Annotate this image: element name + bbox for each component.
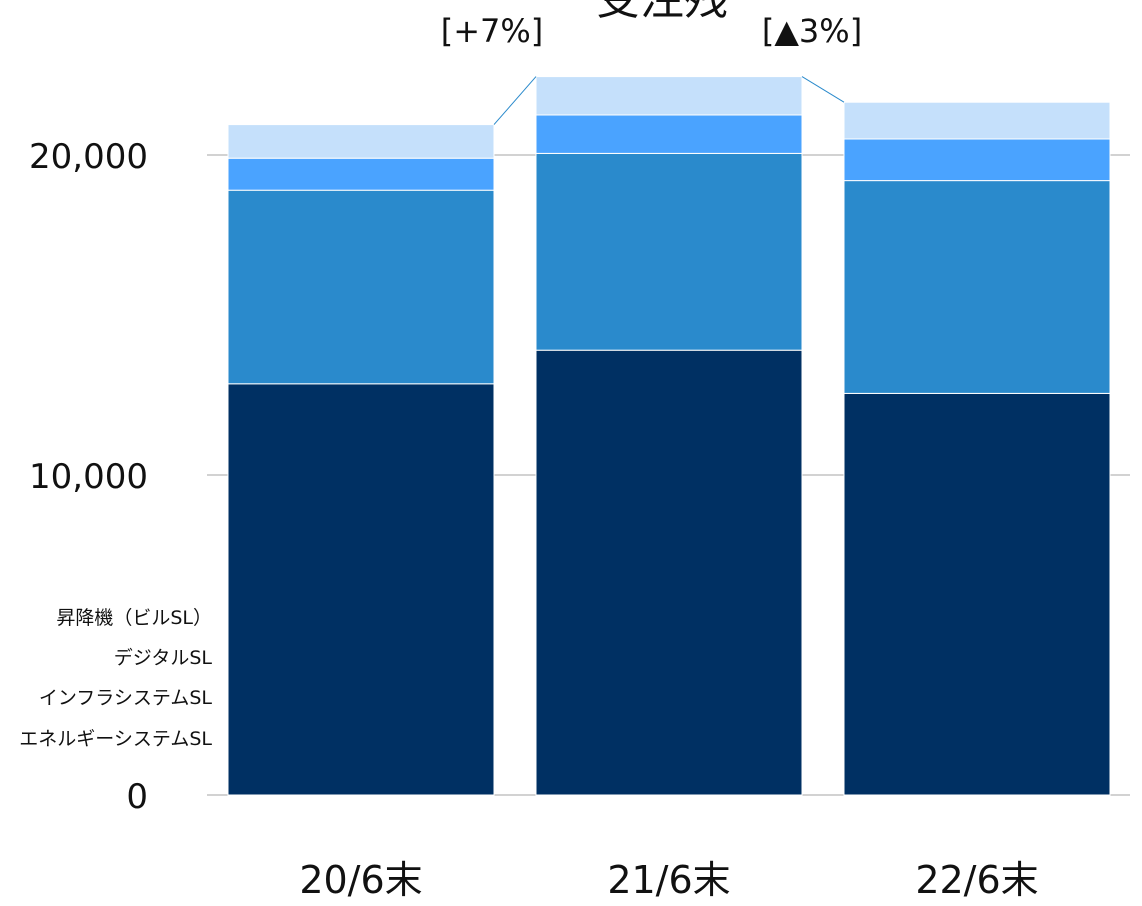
bar-segment (843, 101, 1111, 140)
bars (227, 76, 1111, 796)
bar-segment (843, 138, 1111, 182)
category-label: 22/6末 (915, 858, 1038, 902)
change-label: [▲3%] (762, 12, 862, 50)
category-label: 21/6末 (607, 858, 730, 902)
legend-label: 昇降機（ビルSL） (56, 607, 212, 629)
change-label: [+7%] (441, 12, 544, 50)
bar-segment (227, 157, 495, 191)
bar-segment (843, 392, 1111, 796)
bar-segment (843, 180, 1111, 394)
change-annotations: [+7%] [▲3%] (441, 12, 862, 50)
chart-title: 受注残 (596, 0, 728, 25)
bar-segment (227, 383, 495, 796)
y-tick-label: 20,000 (29, 137, 148, 177)
y-tick-label: 0 (126, 777, 148, 817)
legend-label: エネルギーシステムSL (19, 728, 212, 750)
y-axis: 0 10,000 20,000 (29, 137, 148, 817)
bar-segment (535, 76, 803, 116)
legend: 昇降機（ビルSL） デジタルSL インフラシステムSL エネルギーシステムSL (19, 607, 212, 750)
connector-lines (493, 76, 845, 125)
legend-label: インフラシステムSL (39, 687, 213, 709)
bar-segment (535, 152, 803, 351)
x-axis: 20/6末 21/6末 22/6末 (299, 858, 1038, 902)
bar-segment (227, 124, 495, 159)
y-tick-label: 10,000 (29, 457, 148, 497)
bar-segment (227, 189, 495, 385)
connector-line (493, 76, 537, 125)
legend-label: デジタルSL (114, 647, 213, 669)
bar-segment (535, 349, 803, 796)
connector-line (801, 76, 845, 103)
category-label: 20/6末 (299, 858, 422, 902)
bar-segment (535, 114, 803, 154)
